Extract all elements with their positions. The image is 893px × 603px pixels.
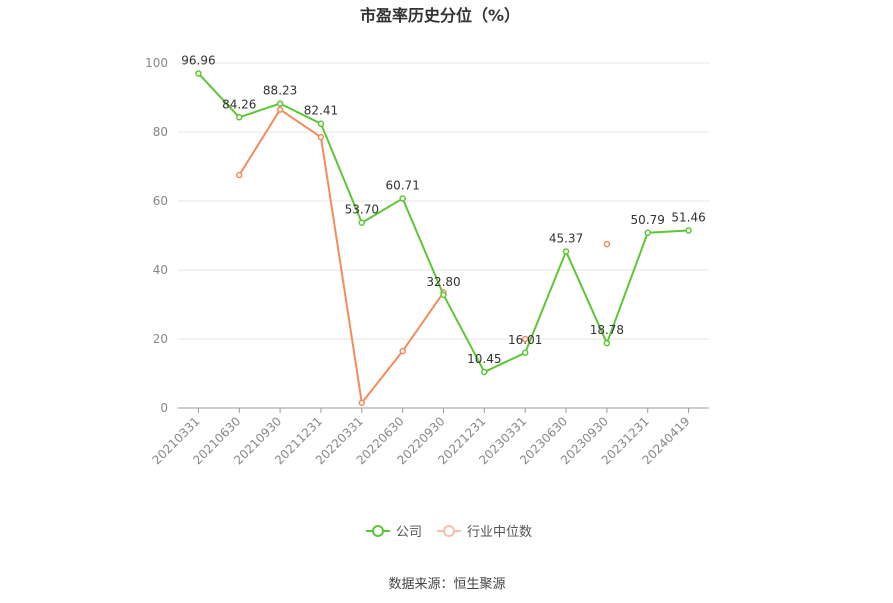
data-point xyxy=(276,100,284,107)
y-tick-label: 100 xyxy=(145,56,168,70)
data-point xyxy=(603,240,611,248)
legend-label-0: 公司 xyxy=(396,525,422,540)
data-label: 96.96 xyxy=(181,53,215,67)
data-point xyxy=(236,114,243,121)
x-axis: 2021033120210630202109302021123120220331… xyxy=(149,407,709,467)
legend-label-1: 行业中位数 xyxy=(467,525,532,540)
data-point xyxy=(603,339,611,347)
data-point xyxy=(481,368,488,376)
data-point xyxy=(685,227,692,234)
data-point xyxy=(521,335,529,343)
data-label: 45.37 xyxy=(549,231,583,245)
data-label: 18.78 xyxy=(590,323,624,337)
y-tick-label: 20 xyxy=(153,332,168,346)
y-tick-label: 0 xyxy=(160,401,168,415)
data-point xyxy=(399,347,406,355)
data-point xyxy=(562,248,570,255)
chart-title: 市盈率历史分位（%） xyxy=(360,6,520,25)
legend-marker-1 xyxy=(443,525,455,537)
data-label: 60.71 xyxy=(385,179,419,193)
y-tick-label: 40 xyxy=(153,263,168,277)
data-source: 数据来源：恒生聚源 xyxy=(388,577,505,592)
data-label: 10.45 xyxy=(467,352,501,366)
data-label: 32.80 xyxy=(426,275,460,289)
data-point xyxy=(358,399,366,407)
data-point xyxy=(399,195,406,202)
legend-marker-0 xyxy=(372,525,384,537)
data-point xyxy=(317,120,325,127)
series-layer xyxy=(195,70,692,407)
data-label: 88.23 xyxy=(263,84,297,98)
data-label: 16.01 xyxy=(508,333,542,347)
y-axis: 0 20 40 60 80 100 xyxy=(145,56,168,415)
data-label: 84.26 xyxy=(222,97,256,111)
y-tick-label: 80 xyxy=(153,125,168,139)
data-point xyxy=(276,106,284,113)
data-point xyxy=(358,219,366,226)
y-tick-label: 60 xyxy=(153,194,168,208)
data-label: 53.70 xyxy=(345,203,379,217)
data-point xyxy=(521,349,529,357)
data-point xyxy=(440,291,447,299)
series-line-1 xyxy=(238,108,445,404)
data-label: 50.79 xyxy=(631,213,665,227)
data-point xyxy=(195,70,202,77)
data-labels: 96.96 84.26 88.23 82.41 53.70 60.71 32.80 10.45… xyxy=(181,53,706,365)
data-point xyxy=(236,171,243,179)
legend[interactable]: 公司 行业中位数 xyxy=(366,525,532,540)
data-point xyxy=(644,229,651,237)
data-label: 51.46 xyxy=(671,210,705,224)
data-label: 82.41 xyxy=(304,104,338,118)
data-point xyxy=(317,133,325,141)
